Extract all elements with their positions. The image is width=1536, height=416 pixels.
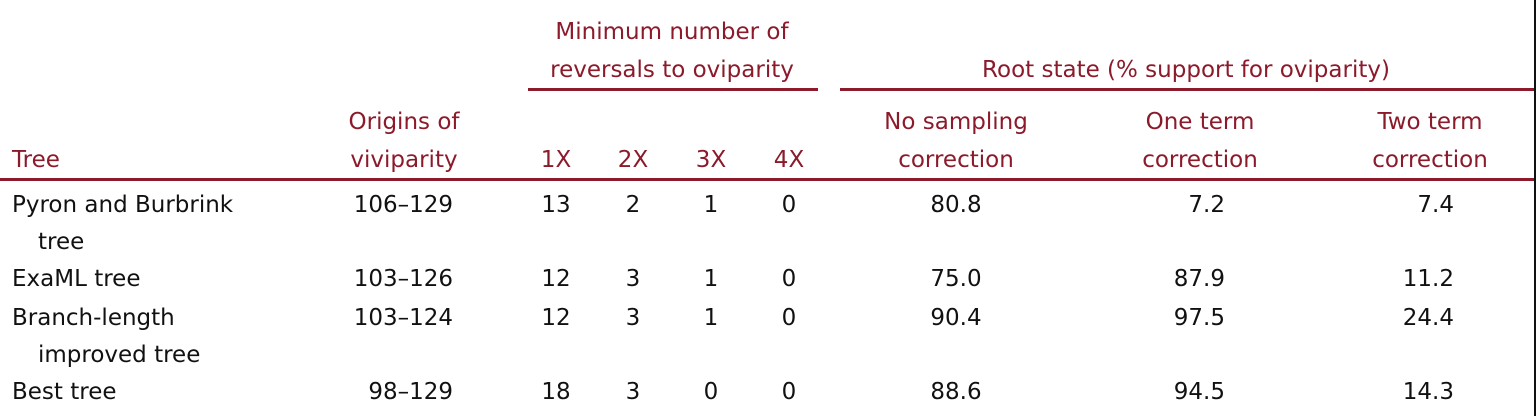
row-4-rev-3x: 0 bbox=[703, 379, 719, 405]
row-3-origins: 103–124 bbox=[353, 305, 453, 331]
reversals-group-header-line2: reversals to oviparity bbox=[550, 57, 794, 83]
reversals-group-header-line1: Minimum number of bbox=[555, 19, 789, 45]
column-header-origins-line1: Origins of bbox=[348, 109, 460, 135]
row-1-rev-1x: 13 bbox=[541, 192, 571, 218]
row-1-one-term: 7.2 bbox=[1188, 192, 1225, 218]
column-header-no-sampling-line1: No sampling bbox=[884, 109, 1028, 135]
row-1-two-term: 7.4 bbox=[1417, 192, 1454, 218]
row-1-tree-line2: tree bbox=[38, 229, 85, 255]
row-3-rev-1x: 12 bbox=[541, 305, 571, 331]
row-3-no-sampling: 90.4 bbox=[930, 305, 982, 331]
row-4-no-sampling: 88.6 bbox=[930, 379, 982, 405]
row-4-tree-line1: Best tree bbox=[12, 379, 117, 405]
root-state-group-rule bbox=[840, 88, 1536, 91]
row-3-rev-2x: 3 bbox=[625, 305, 641, 331]
row-1-rev-4x: 0 bbox=[781, 192, 797, 218]
row-4-rev-4x: 0 bbox=[781, 379, 797, 405]
row-2-rev-2x: 3 bbox=[625, 266, 641, 292]
row-3-tree-line2: improved tree bbox=[38, 342, 201, 368]
row-3-tree-line1: Branch-length bbox=[12, 305, 175, 331]
row-1-origins: 106–129 bbox=[353, 192, 453, 218]
row-4-rev-1x: 18 bbox=[541, 379, 571, 405]
column-header-1x: 1X bbox=[540, 147, 572, 173]
column-header-one-term-line2: correction bbox=[1142, 147, 1258, 173]
row-2-one-term: 87.9 bbox=[1173, 266, 1225, 292]
column-header-origins-line2: viviparity bbox=[350, 147, 458, 173]
page-edge-line bbox=[1534, 0, 1536, 416]
row-3-rev-4x: 0 bbox=[781, 305, 797, 331]
row-2-rev-3x: 1 bbox=[703, 266, 719, 292]
column-header-2x: 2X bbox=[617, 147, 649, 173]
column-header-two-term-line2: correction bbox=[1372, 147, 1488, 173]
row-2-two-term: 11.2 bbox=[1402, 266, 1454, 292]
row-1-no-sampling: 80.8 bbox=[930, 192, 982, 218]
header-bottom-rule bbox=[0, 178, 1536, 181]
row-3-rev-3x: 1 bbox=[703, 305, 719, 331]
row-2-no-sampling: 75.0 bbox=[930, 266, 982, 292]
row-4-one-term: 94.5 bbox=[1173, 379, 1225, 405]
row-2-origins: 103–126 bbox=[353, 266, 453, 292]
row-4-rev-2x: 3 bbox=[625, 379, 641, 405]
row-2-rev-4x: 0 bbox=[781, 266, 797, 292]
column-header-3x: 3X bbox=[695, 147, 727, 173]
row-3-one-term: 97.5 bbox=[1173, 305, 1225, 331]
row-4-origins: 98–129 bbox=[368, 379, 453, 405]
row-2-tree-line1: ExaML tree bbox=[12, 266, 141, 292]
row-2-rev-1x: 12 bbox=[541, 266, 571, 292]
row-1-rev-2x: 2 bbox=[625, 192, 641, 218]
column-header-no-sampling-line2: correction bbox=[898, 147, 1014, 173]
column-header-one-term-line1: One term bbox=[1145, 109, 1255, 135]
reversals-group-rule bbox=[528, 88, 818, 91]
column-header-4x: 4X bbox=[773, 147, 805, 173]
column-header-tree: Tree bbox=[12, 147, 60, 173]
column-header-two-term-line1: Two term bbox=[1377, 109, 1483, 135]
row-1-tree-line1: Pyron and Burbrink bbox=[12, 192, 234, 218]
row-4-two-term: 14.3 bbox=[1402, 379, 1454, 405]
row-1-rev-3x: 1 bbox=[703, 192, 719, 218]
row-3-two-term: 24.4 bbox=[1402, 305, 1454, 331]
root-state-group-header: Root state (% support for oviparity) bbox=[982, 57, 1390, 83]
